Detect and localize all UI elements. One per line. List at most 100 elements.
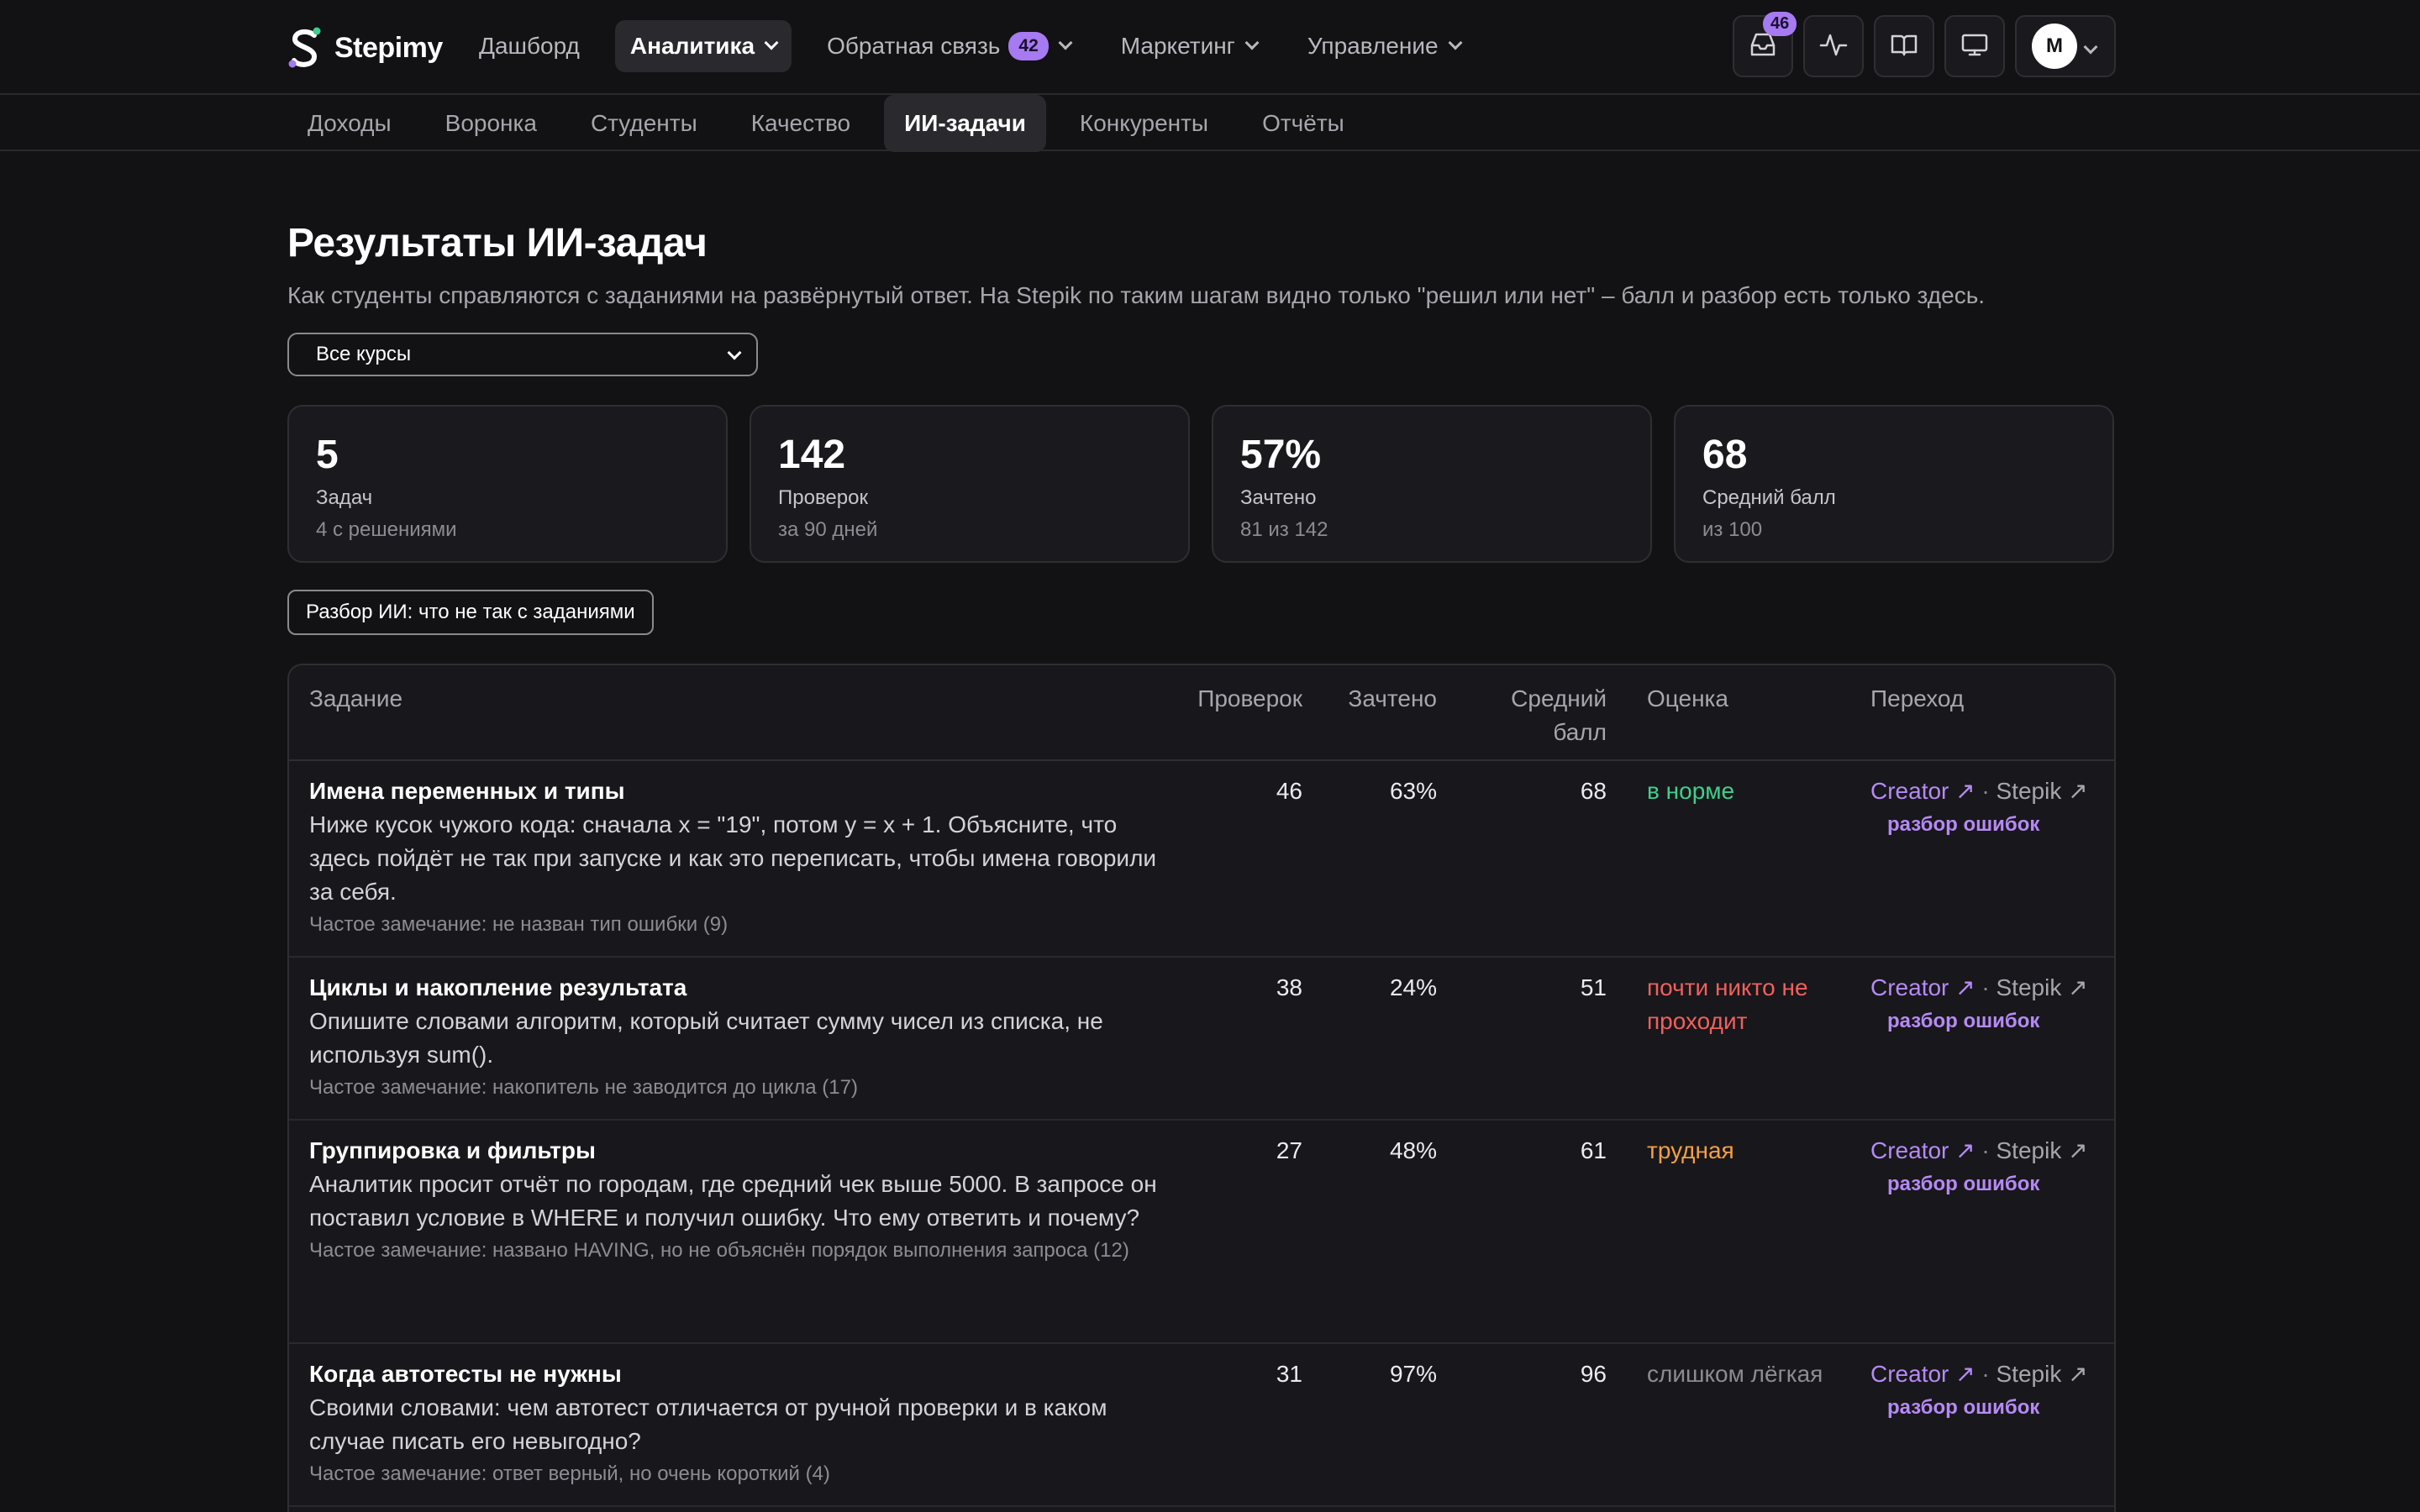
table-row: Группировка и фильтры Аналитик просит от… — [289, 1121, 2114, 1344]
page-subtitle: Как студенты справляются с заданиями на … — [287, 282, 1986, 308]
nav-dashboard-label: Дашборд — [479, 33, 580, 59]
header-rating[interactable]: Оценка — [1647, 685, 1728, 711]
inbox-icon — [1749, 32, 1777, 61]
checks-count: 46 — [1276, 778, 1302, 804]
tab-revenue[interactable]: Доходы — [308, 109, 392, 136]
stepik-link[interactable]: Stepik ↗ — [1996, 1137, 2088, 1163]
links-cell: Creator ↗ · Stepik ↗ разбор ошибок — [1870, 1134, 2114, 1198]
creator-link[interactable]: Creator ↗ — [1870, 778, 1975, 804]
tab-reports[interactable]: Отчёты — [1262, 109, 1344, 136]
page-title: Результаты ИИ-задач — [287, 221, 708, 265]
task-cell: Имена переменных и типы Ниже кусок чужог… — [309, 774, 1166, 938]
rating-label: почти никто не проходит — [1647, 974, 1808, 1034]
nav-dashboard[interactable]: Дашборд — [464, 20, 595, 72]
checks-count: 38 — [1276, 974, 1302, 1000]
nav-marketing[interactable]: Маркетинг — [1106, 20, 1272, 72]
chevron-down-icon — [1244, 35, 1260, 50]
task-note: Частое замечание: не назван тип ошибки (… — [309, 913, 729, 936]
task-note: Частое замечание: накопитель не заводитс… — [309, 1076, 858, 1099]
stat-label: Проверок — [778, 486, 868, 509]
tab-ai-tasks[interactable]: ИИ-задачи — [884, 94, 1046, 152]
activity-button[interactable] — [1803, 15, 1864, 77]
link-separator: · — [1981, 1361, 1990, 1387]
logo-icon — [287, 27, 323, 69]
errors-analysis-link[interactable]: разбор ошибок — [1887, 1010, 2040, 1032]
header-checks[interactable]: Проверок — [1197, 685, 1302, 711]
avg-score: 51 — [1580, 974, 1607, 1000]
table-row: Имена переменных и типы Ниже кусок чужог… — [289, 761, 2114, 958]
task-title: Имена переменных и типы — [309, 778, 625, 804]
checks-count: 27 — [1276, 1137, 1302, 1163]
errors-analysis-link[interactable]: разбор ошибок — [1887, 813, 2040, 836]
tab-funnel[interactable]: Воронка — [445, 109, 537, 136]
header-avg-line2: балл — [1553, 719, 1607, 745]
nav-analytics[interactable]: Аналитика — [614, 20, 792, 72]
analytics-subnav: Доходы Воронка Студенты Качество ИИ-зада… — [0, 94, 2420, 152]
header-task[interactable]: Задание — [309, 685, 403, 711]
nav-feedback[interactable]: Обратная связь 42 — [812, 20, 1086, 72]
link-separator: · — [1981, 1137, 1990, 1163]
errors-analysis-link[interactable]: разбор ошибок — [1887, 1396, 2040, 1419]
creator-link[interactable]: Creator ↗ — [1870, 1137, 1975, 1163]
logo[interactable]: Stepimy — [287, 27, 443, 69]
task-description: Ниже кусок чужого кода: сначала x = "19"… — [309, 811, 1157, 905]
tab-quality[interactable]: Качество — [750, 109, 851, 136]
task-cell: Циклы и накопление результата Опишите сл… — [309, 971, 1166, 1101]
stat-sub: 4 с решениями — [316, 518, 457, 541]
task-title: Циклы и накопление результата — [309, 974, 687, 1000]
header-avg-score[interactable]: Средний балл — [1511, 682, 1607, 749]
stat-value: 142 — [778, 433, 846, 477]
task-description: Опишите словами алгоритм, который считае… — [309, 1008, 1103, 1068]
inbox-button[interactable]: 46 — [1733, 12, 1797, 77]
stats-cards: 5 Задач 4 с решениями 142 Проверок за 90… — [287, 405, 2114, 563]
nav-feedback-label: Обратная связь — [827, 33, 1001, 59]
stat-label: Задач — [316, 486, 373, 509]
tasks-table: Задание Проверок Зачтено Средний балл Оц… — [287, 664, 2116, 1512]
docs-button[interactable] — [1874, 15, 1934, 77]
top-navbar: Stepimy Дашборд Аналитика Обратная связь… — [0, 0, 2420, 95]
avg-score: 68 — [1580, 778, 1607, 804]
creator-link[interactable]: Creator ↗ — [1870, 974, 1975, 1000]
app-name: Stepimy — [334, 31, 443, 64]
rating-label: слишком лёгкая — [1647, 1361, 1823, 1387]
link-separator: · — [1981, 974, 1990, 1000]
user-menu-button[interactable]: M — [2015, 15, 2116, 77]
stat-label: Средний балл — [1702, 486, 1836, 509]
nav-management-label: Управление — [1307, 33, 1439, 59]
task-title: Когда автотесты не нужны — [309, 1361, 622, 1387]
task-cell: Когда автотесты не нужны Своими словами:… — [309, 1357, 1166, 1488]
stepik-link[interactable]: Stepik ↗ — [1996, 778, 2088, 804]
display-button[interactable] — [1944, 15, 2005, 77]
chevron-down-icon — [1058, 35, 1073, 50]
creator-link[interactable]: Creator ↗ — [1870, 1361, 1975, 1387]
table-header: Задание Проверок Зачтено Средний балл Оц… — [289, 665, 2114, 761]
link-separator: · — [1981, 778, 1990, 804]
avg-score: 61 — [1580, 1137, 1607, 1163]
chevron-down-icon — [1448, 35, 1463, 50]
passed-percent: 97% — [1389, 1361, 1437, 1387]
toolbar-icons: 46 M — [1733, 12, 2116, 77]
tab-competitors[interactable]: Конкуренты — [1079, 109, 1209, 136]
stat-value: 5 — [316, 433, 339, 477]
stepik-link[interactable]: Stepik ↗ — [1996, 974, 2088, 1000]
feedback-count-badge: 42 — [1008, 32, 1049, 60]
nav-marketing-label: Маркетинг — [1120, 33, 1235, 59]
monitor-icon — [1960, 32, 1989, 61]
chevron-down-icon — [764, 35, 779, 50]
header-links: Переход — [1870, 685, 1965, 711]
tab-students[interactable]: Студенты — [590, 109, 697, 136]
stepik-link[interactable]: Stepik ↗ — [1996, 1361, 2088, 1387]
header-passed[interactable]: Зачтено — [1348, 685, 1437, 711]
ai-analysis-button[interactable]: Разбор ИИ: что не так с заданиями — [287, 590, 654, 635]
checks-count: 31 — [1276, 1361, 1302, 1387]
table-row: Когда автотесты не нужны Своими словами:… — [289, 1344, 2114, 1507]
errors-analysis-link[interactable]: разбор ошибок — [1887, 1173, 2040, 1195]
nav-management[interactable]: Управление — [1292, 20, 1476, 72]
course-select[interactable]: Все курсы — [287, 333, 758, 376]
task-description: Аналитик просит отчёт по городам, где ср… — [309, 1171, 1157, 1231]
links-cell: Creator ↗ · Stepik ↗ разбор ошибок — [1870, 774, 2114, 838]
passed-percent: 63% — [1389, 778, 1437, 804]
avg-score: 96 — [1580, 1361, 1607, 1387]
stat-card-checks: 142 Проверок за 90 дней — [750, 405, 1190, 563]
rating-label: трудная — [1647, 1137, 1734, 1163]
